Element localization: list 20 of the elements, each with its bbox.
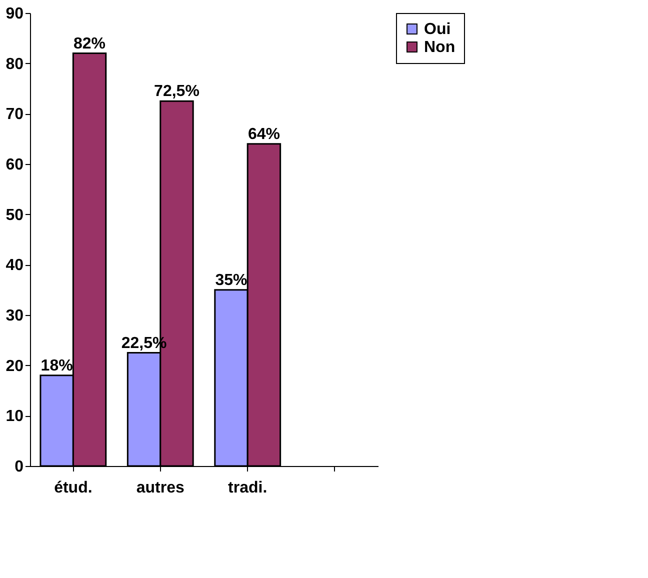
legend-label: Oui xyxy=(424,21,451,38)
data-label: 72,5% xyxy=(154,83,200,100)
data-label: 64% xyxy=(248,126,280,143)
x-tick-label: tradi. xyxy=(228,480,268,496)
legend-label: Non xyxy=(424,39,456,56)
data-label: 18% xyxy=(40,357,73,374)
y-tick-label: 40 xyxy=(6,257,24,274)
y-tick-label: 10 xyxy=(6,408,24,426)
y-tick-label: 50 xyxy=(6,206,24,224)
y-tick-label: 0 xyxy=(14,458,24,476)
y-tick-label: 60 xyxy=(6,156,24,174)
y-tick-label: 20 xyxy=(6,358,24,375)
x-tick-label: autres xyxy=(136,480,184,496)
y-tick-label: 30 xyxy=(6,308,24,324)
data-label: 35% xyxy=(215,272,248,289)
y-tick-label: 80 xyxy=(6,56,24,73)
y-tick-label: 70 xyxy=(6,106,24,124)
x-tick-label: étud. xyxy=(54,480,92,496)
y-tick-label: 90 xyxy=(6,6,24,22)
data-label: 82% xyxy=(74,35,106,52)
